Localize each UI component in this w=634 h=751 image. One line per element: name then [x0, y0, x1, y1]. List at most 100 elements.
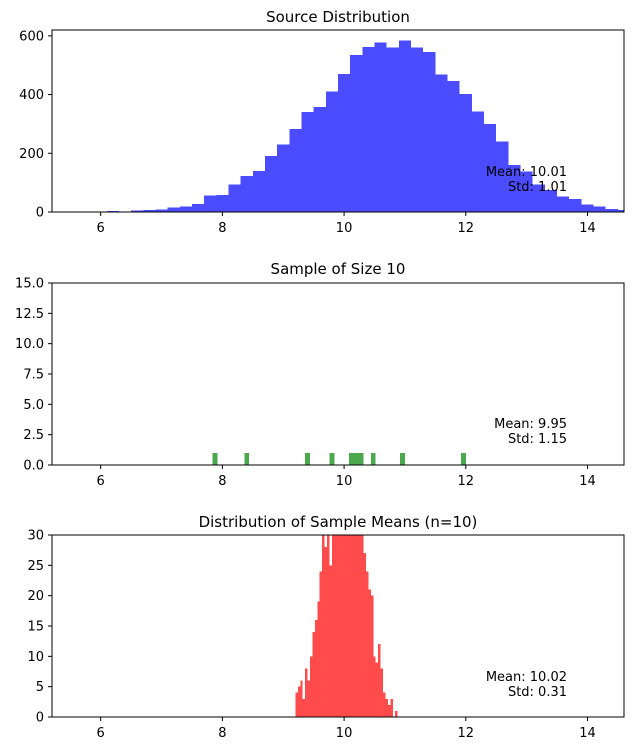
histogram-bar — [557, 196, 570, 212]
stats-std: Std: 0.31 — [508, 685, 567, 700]
axes-frame — [51, 534, 625, 718]
chart-title: Distribution of Sample Means (n=10) — [199, 513, 478, 531]
y-tick-label: 12.5 — [15, 307, 44, 322]
histogram-bar — [373, 656, 376, 717]
y-tick-label: 10 — [27, 650, 44, 665]
histogram-bar — [339, 535, 342, 717]
histogram-bar — [301, 112, 314, 212]
histogram-bar — [204, 195, 217, 212]
histogram-bar — [496, 141, 509, 212]
histogram-bar — [484, 123, 497, 212]
histogram-bar — [305, 668, 308, 717]
histogram-bar — [423, 52, 436, 212]
histogram-bar — [191, 203, 205, 212]
histogram-bar — [380, 668, 384, 717]
histogram-bar — [289, 129, 302, 212]
y-tick-label: 2.5 — [23, 428, 44, 443]
x-tick-label: 14 — [579, 726, 596, 741]
histogram-bar — [314, 619, 318, 717]
histogram-bar — [358, 452, 364, 465]
histogram-bar — [344, 535, 347, 717]
bars — [295, 535, 398, 717]
histogram-bar — [307, 680, 310, 717]
histogram-bar — [329, 452, 335, 465]
histogram-bar — [390, 698, 393, 717]
x-tick-label: 10 — [336, 726, 353, 741]
sample-panel: Sample of Size 10 6 8 10 12 14 0.0 2.5 5.0 7.5 10… — [15, 260, 625, 490]
y-tick-label: 5 — [36, 680, 44, 695]
y-tick-label: 600 — [19, 29, 44, 44]
stats-mean: Mean: 9.95 — [494, 417, 567, 432]
histogram-bar — [471, 111, 485, 212]
histogram-bar — [300, 680, 303, 717]
x-tick-label: 6 — [97, 726, 105, 741]
histogram-bar — [630, 211, 634, 212]
histogram-bar — [324, 547, 328, 717]
histogram-bar — [325, 91, 338, 212]
x-tick-label: 6 — [97, 474, 105, 489]
stats-mean: Mean: 10.02 — [486, 670, 567, 685]
histogram-bar — [358, 535, 362, 717]
histogram-bar — [216, 194, 229, 212]
y-tick-label: 30 — [27, 529, 44, 544]
histogram-bar — [356, 535, 359, 717]
histogram-bar — [508, 165, 521, 212]
ticks: 6 8 10 12 14 0 200 400 600 — [19, 29, 596, 236]
histogram-bar — [544, 189, 558, 212]
histogram-bar — [400, 452, 405, 465]
histogram-bar — [317, 601, 320, 717]
ticks: 6 8 10 12 14 0.0 2.5 5.0 7.5 10.0 12.5 15.0 — [15, 277, 596, 490]
histogram-bar — [532, 184, 545, 212]
histogram-bar — [295, 692, 298, 717]
histogram-bar — [244, 452, 250, 465]
x-tick-label: 12 — [458, 726, 475, 741]
histogram-bar — [131, 210, 144, 212]
ticks: 6 8 10 12 14 0 5 10 15 20 25 30 — [27, 529, 595, 742]
histogram-bar — [179, 206, 192, 212]
histogram-bar — [348, 452, 354, 465]
histogram-bar — [569, 199, 582, 212]
histogram-bar — [322, 535, 325, 717]
histogram-bar — [143, 210, 156, 212]
histogram-bar — [386, 47, 399, 212]
histogram-bar — [351, 535, 354, 717]
histogram-bar — [605, 209, 618, 212]
axes-frame — [51, 29, 625, 213]
x-tick-label: 8 — [218, 221, 226, 236]
histogram-bar — [375, 662, 379, 717]
x-tick-label: 12 — [458, 474, 475, 489]
histogram-bar — [212, 452, 218, 465]
stats-std: Std: 1.15 — [508, 432, 567, 447]
histogram-bar — [385, 698, 388, 717]
bars — [106, 40, 634, 212]
histogram-bar — [346, 535, 349, 717]
histogram-bar — [341, 535, 345, 717]
histogram-bar — [520, 171, 533, 212]
histogram-bar — [338, 74, 351, 212]
histogram-bar — [305, 452, 311, 465]
histogram-bar — [363, 553, 366, 717]
x-tick-label: 12 — [458, 221, 475, 236]
histogram-bar — [228, 184, 241, 212]
histogram-bar — [348, 535, 352, 717]
x-tick-label: 8 — [218, 474, 226, 489]
stats-std: Std: 1.01 — [508, 180, 567, 195]
histogram-bar — [365, 571, 369, 717]
x-tick-label: 10 — [336, 474, 353, 489]
x-tick-label: 14 — [579, 474, 596, 489]
histogram-bar — [361, 535, 364, 717]
histogram-bar — [327, 535, 330, 717]
bars — [212, 452, 466, 465]
histogram-bar — [155, 209, 168, 212]
chart-title: Sample of Size 10 — [271, 260, 406, 278]
histogram-bar — [353, 452, 359, 465]
stats-mean: Mean: 10.01 — [486, 165, 567, 180]
histogram-bar — [593, 206, 606, 212]
histogram-bar — [277, 144, 290, 212]
histogram-bar — [353, 535, 357, 717]
histogram-bar — [459, 93, 472, 212]
histogram-bar — [581, 204, 594, 212]
histogram-bar — [350, 54, 363, 212]
y-tick-label: 0 — [36, 206, 44, 221]
